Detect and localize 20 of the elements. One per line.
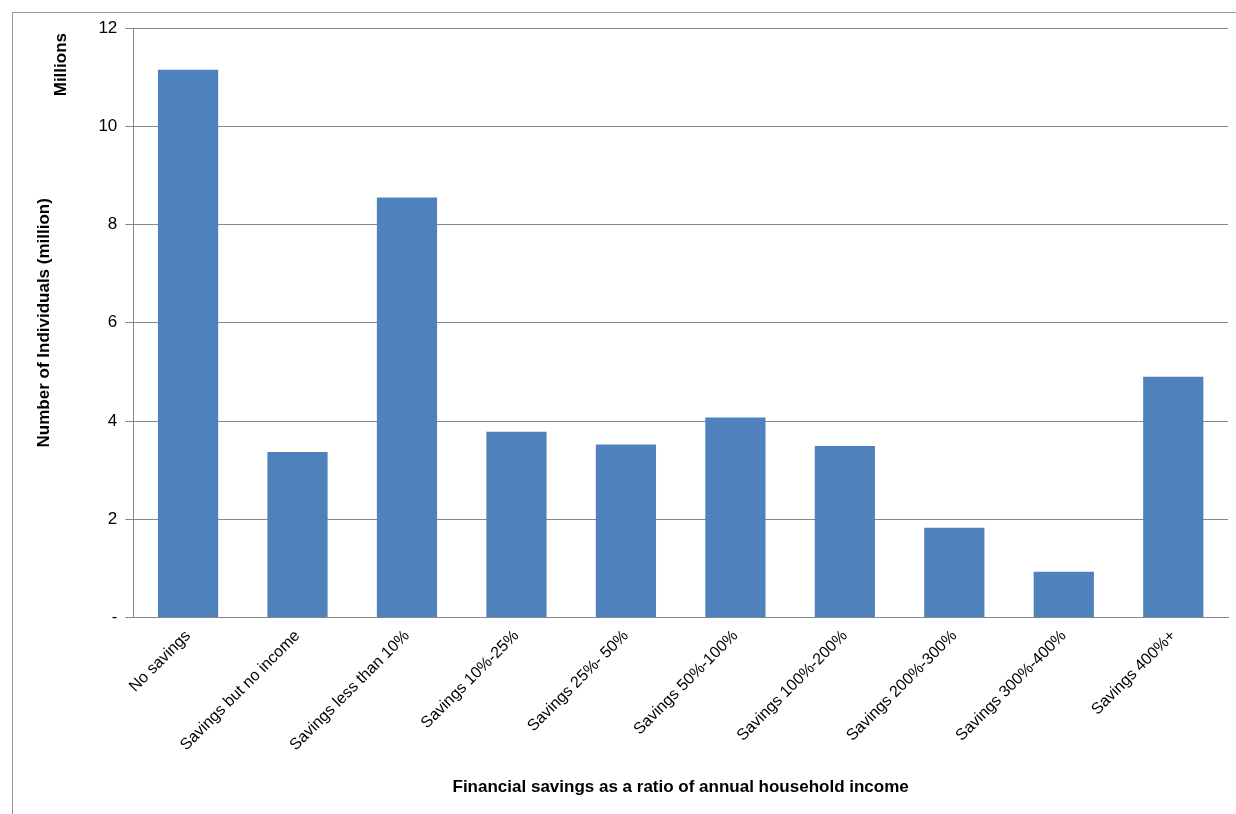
y-tick-label: 4 — [107, 410, 118, 430]
bar — [1143, 376, 1204, 618]
bar — [595, 444, 657, 618]
y-axis-title: Number of Individuals (million) — [33, 198, 53, 448]
bar — [814, 446, 875, 618]
text: Millions — [51, 33, 70, 97]
bar — [486, 431, 547, 618]
y-tick-label: 6 — [107, 312, 118, 332]
bar — [267, 451, 328, 618]
bar — [1033, 571, 1094, 618]
bar — [376, 197, 438, 618]
x-axis-title: Financial savings as a ratio of annual household income — [452, 777, 909, 797]
y-tick-label: 10 — [98, 115, 118, 135]
y-tick-label: 2 — [107, 508, 118, 528]
y-tick-label: - — [111, 607, 118, 627]
bar — [705, 417, 766, 618]
y-tick-label: 12 — [98, 17, 118, 37]
bar — [157, 69, 219, 618]
bar — [924, 527, 985, 618]
y-tick-label: 8 — [107, 214, 118, 234]
